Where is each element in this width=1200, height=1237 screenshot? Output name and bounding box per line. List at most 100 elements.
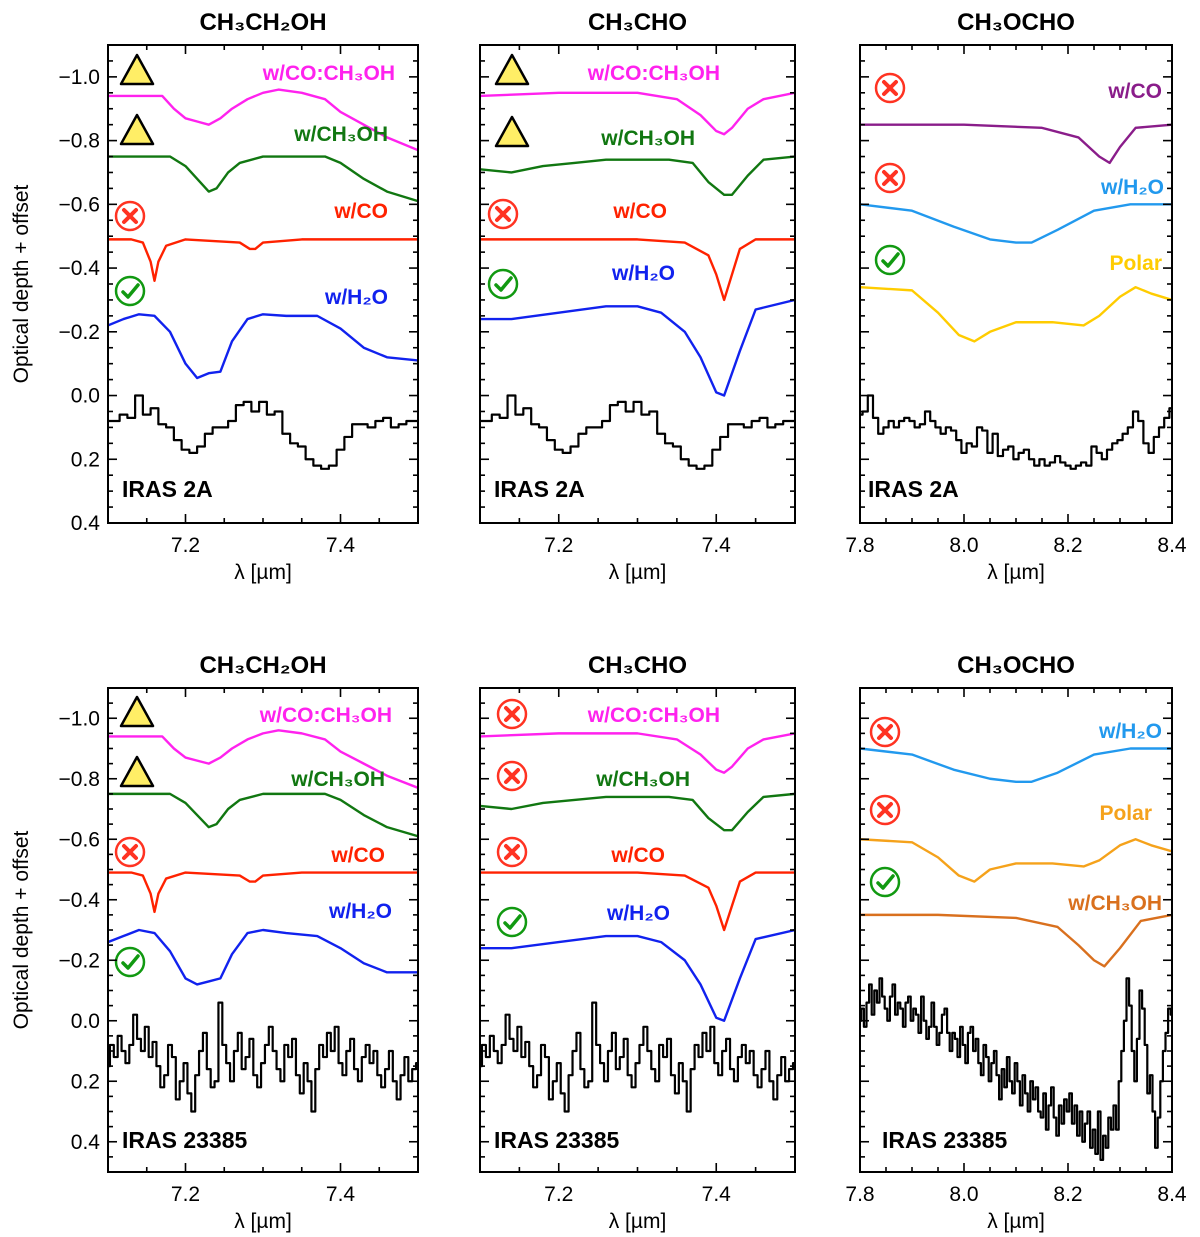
y-tick-label: −0.8 <box>59 130 100 153</box>
x-axis-label: λ [µm] <box>987 1210 1045 1233</box>
series-label: w/H₂O <box>1098 720 1162 743</box>
plot-frame <box>479 687 796 1173</box>
observed-spectrum-line <box>480 1001 795 1113</box>
lab-spectrum-line <box>480 792 795 832</box>
y-tick-label: −0.6 <box>59 193 100 216</box>
lab-spectrum-line <box>480 928 795 1022</box>
lab-spectrum-line <box>480 155 795 196</box>
series-label: w/CH₃OH <box>290 768 385 791</box>
source-label: IRAS 23385 <box>122 1127 248 1153</box>
lab-spectrum-line <box>480 298 795 397</box>
lab-spectrum-line <box>860 913 1172 968</box>
x-tick-label: 7.2 <box>171 534 200 557</box>
check-circle-icon <box>869 866 901 898</box>
series-label: w/CO:CH₃OH <box>262 62 395 85</box>
series-label: w/H₂O <box>1100 176 1164 199</box>
cross-mark-icon <box>504 706 520 722</box>
series-label: w/H₂O <box>328 900 392 923</box>
y-tick-label: −0.2 <box>59 321 100 344</box>
series-label: w/CH₃OH <box>293 123 388 146</box>
y-tick-label: −1.0 <box>59 66 100 89</box>
observed-spectrum-line <box>108 1001 418 1113</box>
panel-title: CH₃CH₂OH <box>199 652 326 679</box>
cross-mark-icon <box>122 844 138 860</box>
check-mark-icon <box>876 874 895 890</box>
cross-mark-icon <box>504 768 520 784</box>
cross-mark-icon <box>877 724 893 740</box>
series-label: w/CO <box>610 844 665 867</box>
check-mark-icon <box>881 252 900 268</box>
cross-mark-icon <box>877 802 893 818</box>
plot-frame <box>859 687 1173 1173</box>
panel-5: CH₃CHO w/CO:CH₃OH w/CH₃OH w/CO w/H₂O 7.2 7.4 λ … <box>479 652 796 1233</box>
series-label: w/CO <box>330 844 385 867</box>
x-tick-label: 8.0 <box>949 534 978 557</box>
series-label: w/CH₃OH <box>595 768 690 791</box>
y-tick-label: 0.0 <box>71 1010 100 1033</box>
panel-2: CH₃CHO w/CO:CH₃OH w/CH₃OH w/CO w/H₂O 7.2 7.4 λ … <box>479 9 796 584</box>
y-tick-label: −0.8 <box>59 768 100 791</box>
x-tick-label: 7.8 <box>845 534 874 557</box>
source-label: IRAS 2A <box>494 476 585 502</box>
y-axis-label: Optical depth + offset <box>10 185 33 384</box>
warning-triangle-icon <box>494 115 530 148</box>
x-tick-label: 8.0 <box>949 1183 978 1206</box>
y-tick-label: 0.0 <box>71 385 100 408</box>
x-axis-label: λ [µm] <box>234 561 292 584</box>
cross-mark-icon <box>504 844 520 860</box>
panel-title: CH₃CHO <box>588 9 687 36</box>
panel-1: CH₃CH₂OH w/CO:CH₃OH w/CH₃OH w/CO w/H₂O 7.2 7.4… <box>10 9 419 584</box>
x-axis-label: λ [µm] <box>609 561 667 584</box>
x-tick-label: 7.4 <box>326 1183 356 1206</box>
source-label: IRAS 23385 <box>882 1127 1008 1153</box>
lab-spectrum-line <box>480 732 795 774</box>
x-tick-label: 8.4 <box>1157 1183 1187 1206</box>
y-tick-label: −0.6 <box>59 828 100 851</box>
source-label: IRAS 2A <box>122 476 213 502</box>
series-label: w/CO:CH₃OH <box>259 704 392 727</box>
source-label: IRAS 2A <box>868 476 959 502</box>
plot-frame <box>107 44 419 524</box>
observed-spectrum-line <box>860 394 1172 470</box>
series-label: w/H₂O <box>324 286 388 309</box>
panel-3: CH₃OCHO w/CO w/H₂O Polar 7.8 8.0 8.2 8.4 λ [µm] I… <box>845 9 1187 584</box>
panel-title: CH₃CH₂OH <box>199 9 326 36</box>
observed-spectrum-line <box>108 394 418 470</box>
panel-6: CH₃OCHO w/H₂O Polar w/CH₃OH 7.8 8.0 8.2 8.4 λ [µ… <box>845 652 1187 1233</box>
lab-spectrum-line <box>480 871 795 932</box>
x-tick-label: 7.2 <box>544 534 573 557</box>
warning-triangle-icon <box>119 755 155 788</box>
plot-frame <box>859 44 1173 524</box>
series-label: w/CO <box>333 200 388 223</box>
lab-spectrum-line <box>108 238 418 283</box>
series-label: w/CO <box>612 200 667 223</box>
y-tick-label: 0.2 <box>71 448 100 471</box>
check-circle-icon <box>874 244 906 276</box>
cross-mark-icon <box>495 206 511 222</box>
lab-spectrum-line <box>860 203 1172 244</box>
x-tick-label: 8.4 <box>1157 534 1187 557</box>
warning-triangle-icon <box>119 695 155 728</box>
cross-mark-icon <box>882 170 898 186</box>
lab-spectrum-line <box>860 838 1172 883</box>
series-label: w/CO:CH₃OH <box>587 704 720 727</box>
check-mark-icon <box>121 954 140 970</box>
warning-triangle-icon <box>494 53 530 86</box>
lab-spectrum-line <box>108 313 418 380</box>
x-tick-label: 8.2 <box>1053 534 1082 557</box>
x-axis-label: λ [µm] <box>609 1210 667 1233</box>
x-tick-label: 7.4 <box>326 534 356 557</box>
series-label: w/CO <box>1107 80 1162 103</box>
series-label: w/H₂O <box>606 902 670 925</box>
lab-spectrum-line <box>108 155 418 203</box>
y-tick-label: 0.2 <box>71 1070 100 1093</box>
y-tick-label: −0.4 <box>59 257 101 280</box>
lab-spectrum-line <box>860 747 1172 783</box>
series-label: Polar <box>1099 802 1152 825</box>
warning-triangle-icon <box>119 113 155 146</box>
x-tick-label: 7.2 <box>171 1183 200 1206</box>
lab-spectrum-line <box>108 871 418 914</box>
y-tick-label: 0.4 <box>71 512 101 535</box>
lab-spectrum-line <box>480 238 795 302</box>
